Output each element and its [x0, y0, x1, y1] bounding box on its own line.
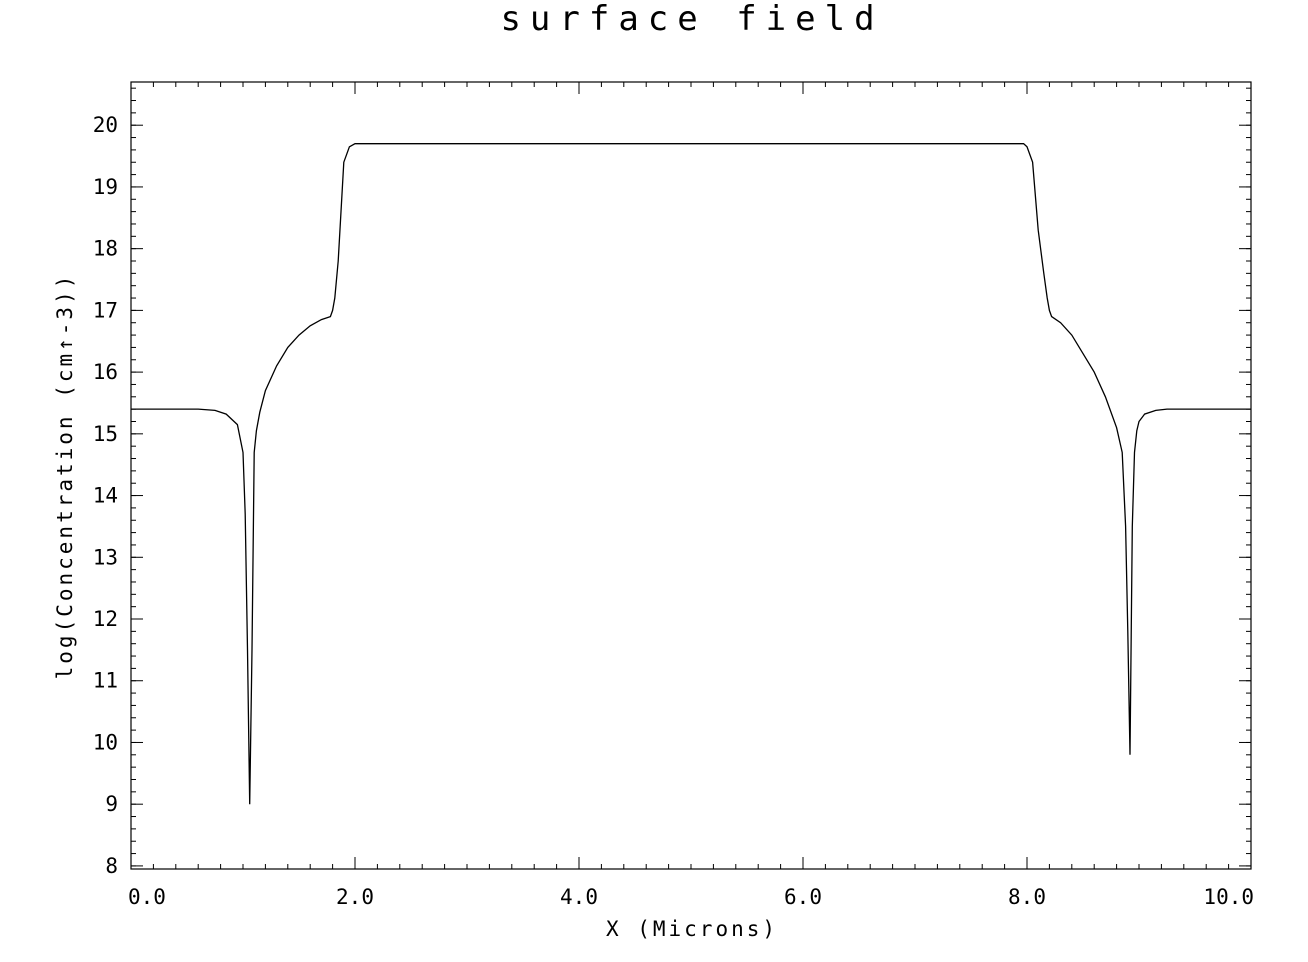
plot-area-frame: [130, 81, 1252, 870]
y-tick-label: 19: [93, 175, 118, 199]
y-tick-label: 13: [93, 545, 118, 569]
x-tick-label: 8.0: [1008, 885, 1046, 909]
x-tick-label: 6.0: [784, 885, 822, 909]
y-tick-label: 8: [105, 854, 118, 878]
y-tick-label: 11: [93, 669, 118, 693]
y-tick-label: 12: [93, 607, 118, 631]
axis-tick-labels: 0.0 2.0 4.0 6.0 8.0 10.0 8 9 10 11 12 13 14 15 16 17 18 1…: [93, 113, 1254, 909]
x-tick-label: 0.0: [128, 885, 166, 909]
concentration-curve: [131, 143, 1251, 805]
x-tick-label: 10.0: [1203, 885, 1254, 909]
x-axis-title: X (Microns): [606, 917, 778, 941]
y-tick-label: 17: [93, 298, 118, 322]
y-tick-label: 18: [93, 237, 118, 261]
chart-title: surface field: [500, 0, 883, 39]
x-tick-label: 2.0: [336, 885, 374, 909]
y-tick-label: 20: [93, 113, 118, 137]
y-tick-label: 9: [105, 792, 118, 816]
y-tick-label: 15: [93, 422, 118, 446]
y-axis-title: log(Concentration (cm↑-3)): [53, 273, 77, 680]
y-tick-label: 10: [93, 730, 118, 754]
x-tick-label: 4.0: [560, 885, 598, 909]
axis-ticks: [130, 82, 1252, 869]
y-tick-label: 16: [93, 360, 118, 384]
y-tick-label: 14: [93, 484, 118, 508]
